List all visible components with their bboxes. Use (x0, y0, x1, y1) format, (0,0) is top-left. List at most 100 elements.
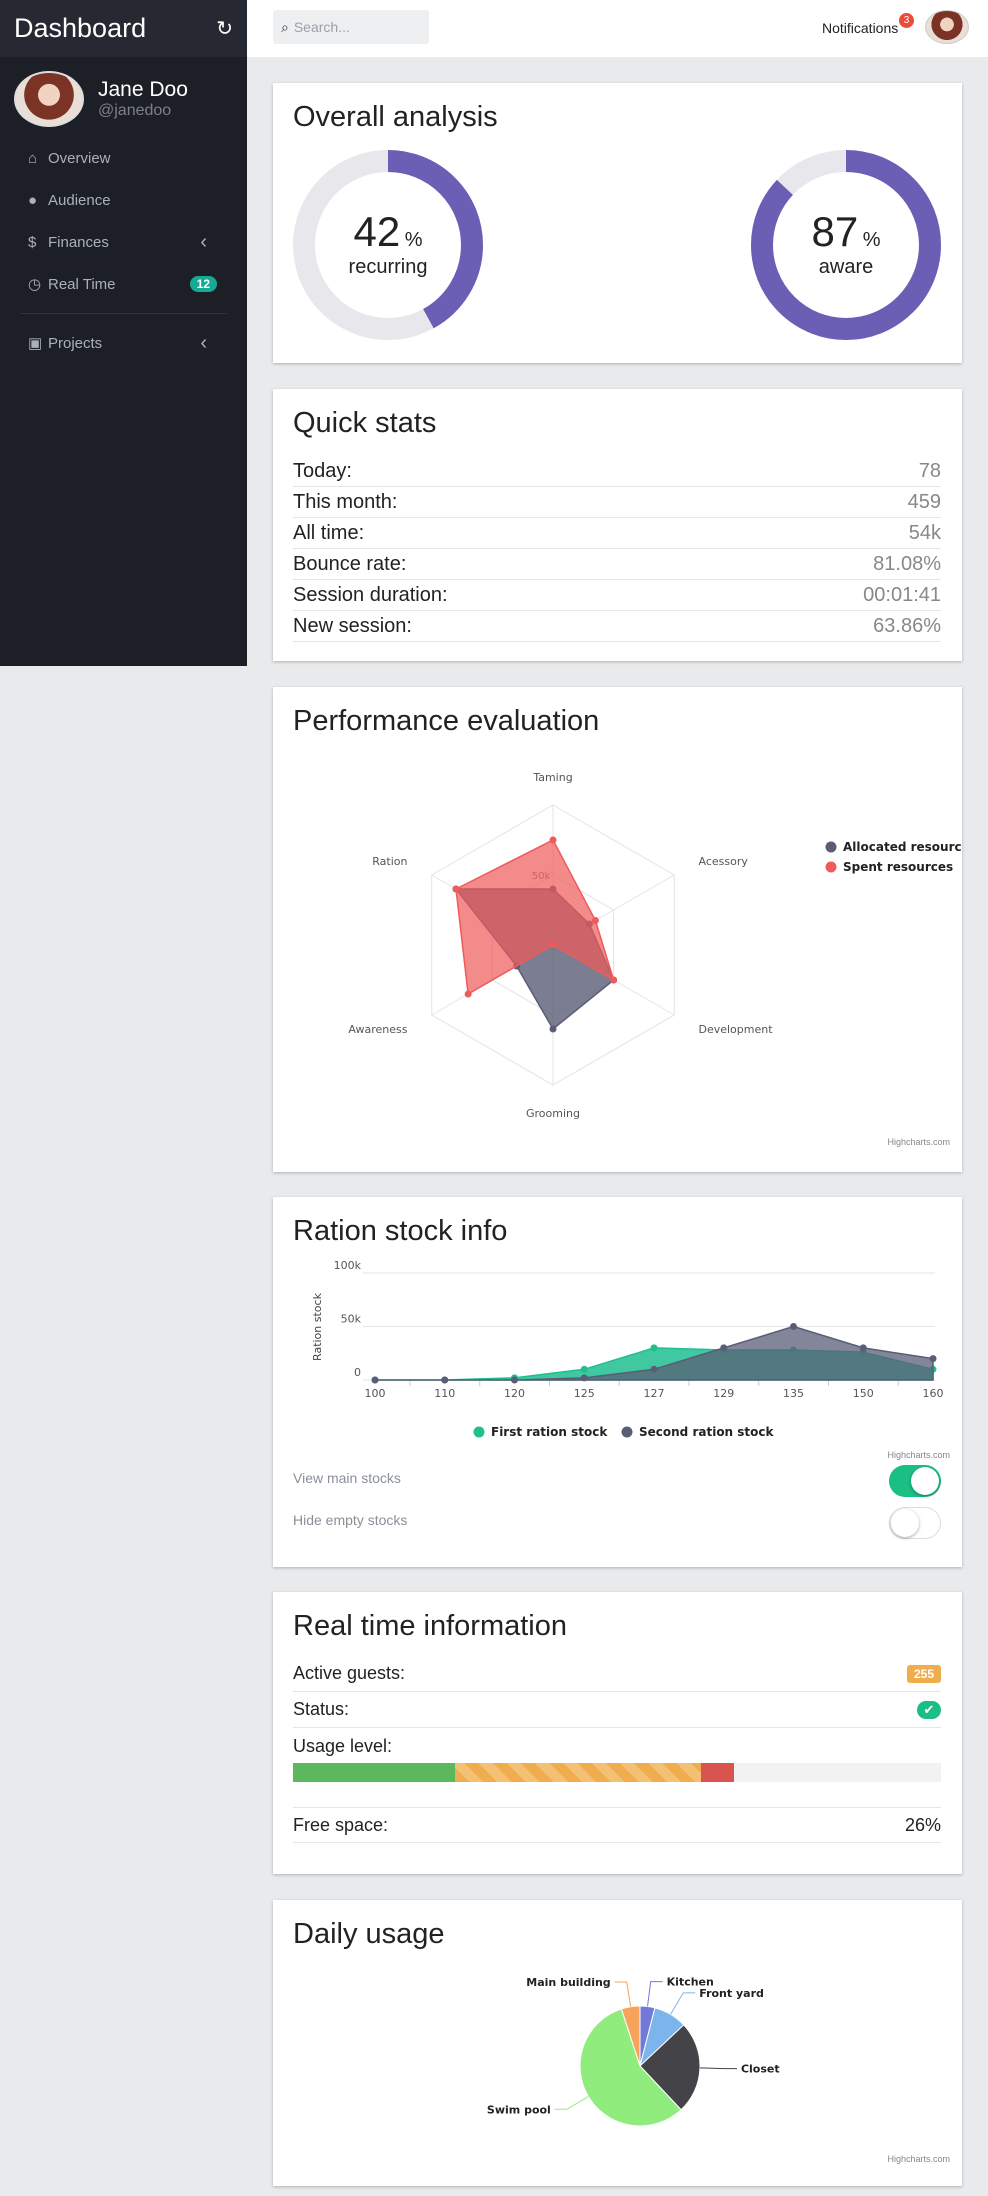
area-point (511, 1376, 518, 1384)
card-title: Daily usage (293, 1918, 445, 1950)
area-point (929, 1355, 937, 1363)
legend-label: Spent resources (843, 860, 953, 874)
chevron-left-icon: ‹ (200, 331, 207, 354)
aware-value: 87 (811, 208, 859, 255)
x-tick-label: 127 (644, 1387, 665, 1400)
donut-fill (293, 150, 483, 340)
aware-donut (751, 150, 941, 340)
home-icon: ⌂ (28, 149, 38, 167)
area-point (720, 1344, 728, 1352)
stat-label: Session duration: (293, 583, 448, 606)
pie-slice (639, 2024, 701, 2111)
radar-chart: Taming Acessory Development Grooming Awarene… (348, 771, 962, 1120)
stat-value: 00:01:41 (863, 583, 941, 606)
search-input[interactable]: ⌕ Search... (273, 10, 429, 44)
pie-label: Kitchen (667, 1976, 714, 1989)
free-space-row: Free space: 26% (293, 1807, 941, 1843)
stat-label: Bounce rate: (293, 552, 407, 575)
stat-value: 81.08% (873, 552, 941, 575)
search-icon: ⌕ (281, 18, 289, 35)
area-point (859, 1344, 867, 1352)
pie-connector (614, 1981, 632, 2007)
top-bar: ⌕ Search... Notifications 3 (247, 0, 988, 57)
y-tick-label: 100k (334, 1259, 362, 1272)
legend-label: Allocated resources (843, 840, 962, 854)
radar-category-label: Development (698, 1023, 773, 1036)
pie-label: Swim pool (487, 2103, 551, 2116)
notifications-link[interactable]: Notifications (822, 20, 899, 36)
user-name: Jane Doo (98, 78, 188, 101)
daily-usage-card: Daily usage Kitchen Front yard Closet Swim … (273, 1900, 962, 2186)
pie-connector (670, 1992, 696, 2015)
area-point (371, 1376, 379, 1384)
area-point (441, 1376, 449, 1384)
radar-category-label: Awareness (348, 1023, 407, 1036)
count-badge: 12 (189, 276, 217, 292)
pie-connector (699, 2067, 737, 2070)
free-space-value: 26% (904, 1814, 941, 1835)
sidebar-item-finances[interactable]: $ Finances ‹ (0, 221, 247, 263)
view-main-stocks-label: View main stocks (293, 1470, 401, 1486)
view-main-stocks-toggle[interactable] (889, 1465, 941, 1497)
card-title: Real time information (293, 1610, 567, 1642)
stat-label: This month: (293, 490, 398, 513)
quick-stats-card: Quick stats Today: 78 This month: 459 All … (273, 389, 962, 661)
area-chart: 0 50k 100k Ration stock 100 110 120 125 127 129 13… (311, 1259, 944, 1439)
pie-label: Front yard (699, 1987, 764, 2000)
active-guests-badge: 255 (906, 1664, 941, 1683)
sidebar-item-label: Overview (48, 149, 111, 167)
card-title: Overall analysis (293, 101, 498, 133)
legend-label: Second ration stock (639, 1425, 775, 1439)
radar-point (549, 836, 557, 844)
refresh-icon[interactable]: ↻ (216, 18, 233, 40)
radar-point (464, 990, 472, 998)
y-tick-label: 50k (341, 1313, 362, 1326)
overall-analysis-card: Overall analysis 42 % recurring 87 % awa… (273, 83, 962, 363)
x-tick-label: 125 (574, 1387, 595, 1400)
radar-category-label: Grooming (526, 1107, 580, 1120)
user-profile[interactable]: Jane Doo @janedoo (0, 57, 247, 137)
radar-point (549, 1025, 557, 1033)
x-tick-label: 129 (713, 1387, 734, 1400)
chart-credit: Highcharts.com (887, 2154, 950, 2164)
stat-label: Today: (293, 459, 352, 482)
sidebar-item-audience[interactable]: ● Audience (0, 179, 247, 221)
recurring-value: 42 (353, 208, 401, 255)
avatar (14, 71, 84, 127)
usage-segment-warning (455, 1763, 702, 1782)
avatar[interactable] (925, 10, 969, 44)
recurring-donut (293, 150, 483, 340)
recurring-label: recurring (348, 256, 428, 278)
legend-marker (825, 841, 837, 853)
usage-progress-bar (293, 1763, 941, 1782)
pie-label: Closet (741, 2063, 780, 2076)
toggle-knob (911, 1467, 939, 1495)
area-point (580, 1365, 588, 1373)
stat-row: Today: 78 (293, 456, 941, 487)
hide-empty-stocks-label: Hide empty stocks (293, 1512, 408, 1528)
sidebar-item-real-time[interactable]: ◷ Real Time 12 (0, 263, 247, 305)
ration-stock-card: Ration stock info 0 50k 100k Ration stock 10… (273, 1197, 962, 1567)
stat-value: 63.86% (873, 614, 941, 637)
performance-card: Performance evaluation Taming Acessory Dev… (273, 687, 962, 1172)
recurring-unit: % (404, 229, 423, 251)
chart-credit: Highcharts.com (887, 1450, 950, 1460)
sidebar-item-label: Audience (48, 191, 111, 209)
sidebar-item-projects[interactable]: ▣ Projects ‹ (0, 322, 247, 364)
stat-row: This month: 459 (293, 487, 941, 518)
radar-category-label: Taming (532, 771, 572, 784)
legend-marker (825, 861, 837, 873)
user-handle: @janedoo (98, 102, 172, 119)
pie-connector (647, 1981, 663, 2007)
donut-fill (751, 150, 941, 340)
clock-icon: ◷ (28, 276, 42, 293)
sidebar-item-overview[interactable]: ⌂ Overview (0, 137, 247, 179)
area-point (790, 1323, 797, 1330)
aware-unit: % (862, 229, 881, 251)
usage-level-label: Usage level: (293, 1736, 393, 1756)
hide-empty-stocks-toggle[interactable] (889, 1507, 941, 1539)
dollar-icon: $ (28, 233, 37, 251)
radar-point (549, 941, 557, 949)
sidebar-header: Dashboard ↻ (0, 0, 247, 57)
x-tick-label: 160 (923, 1387, 944, 1400)
